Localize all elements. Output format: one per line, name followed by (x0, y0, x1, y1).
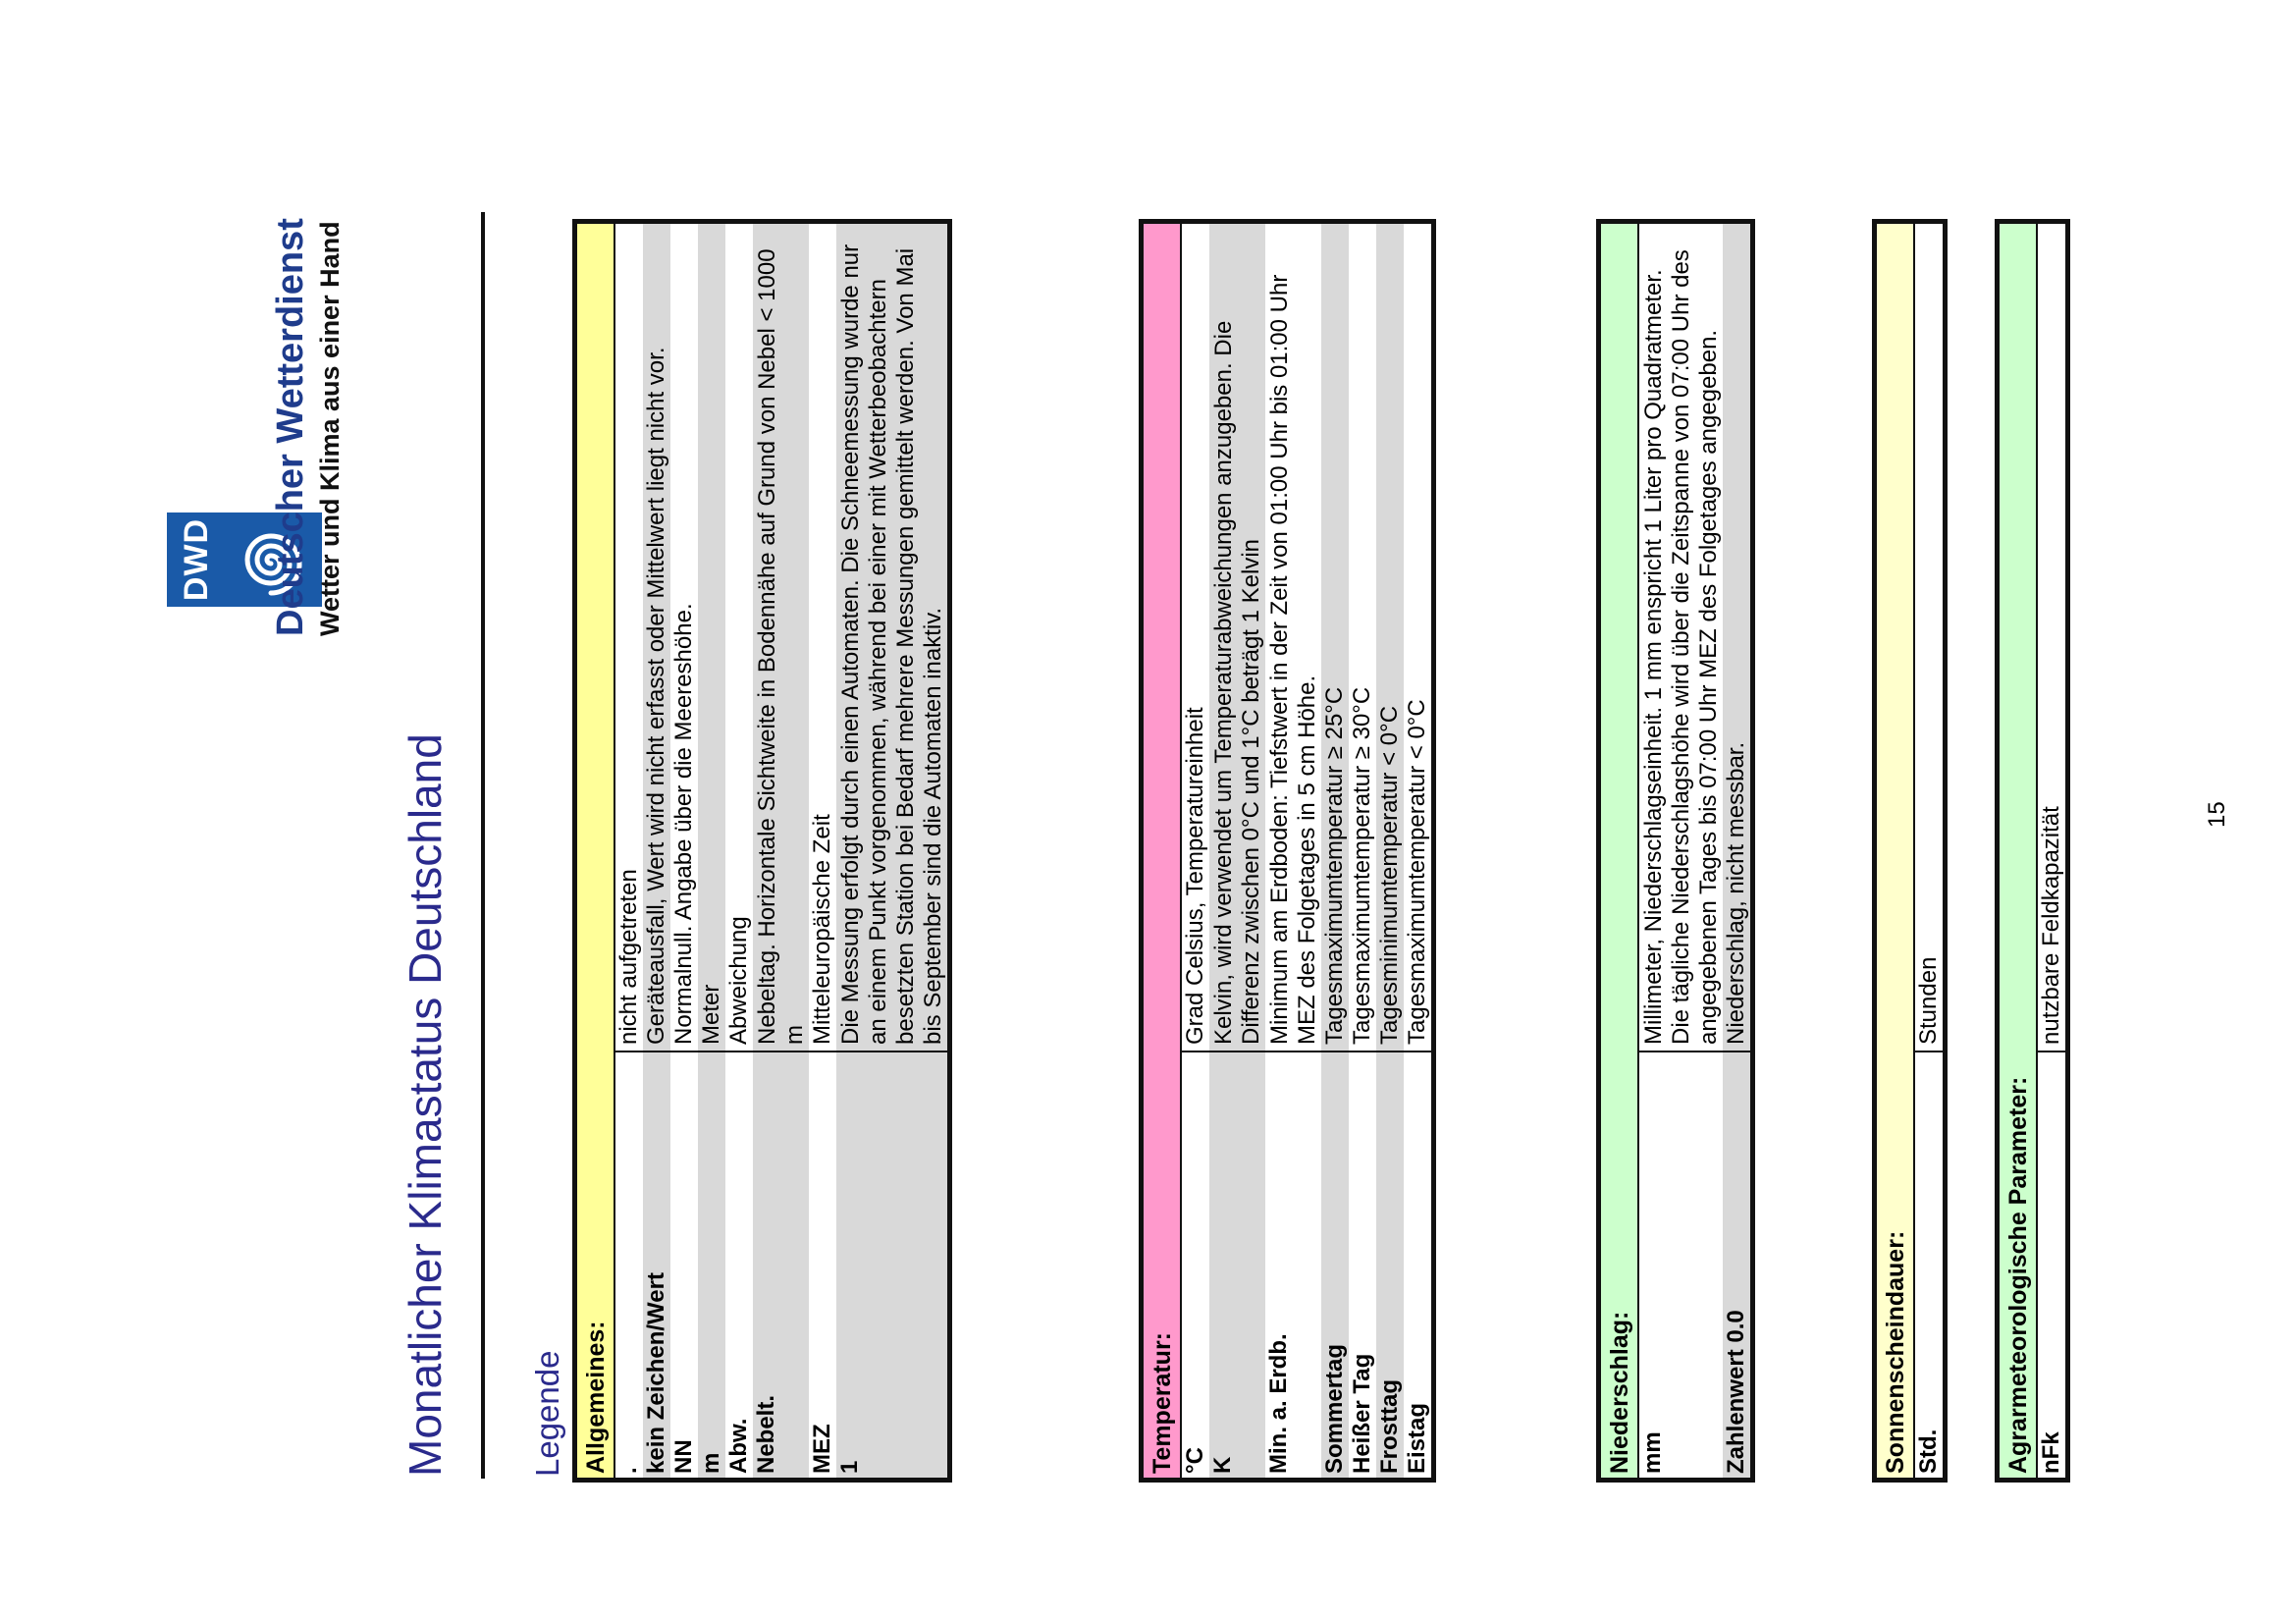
table-niederschlag: Niederschlag: mm Millimeter, Niederschlag… (1596, 219, 1755, 1483)
table-heading: Allgemeines: (577, 224, 615, 1478)
org-name: Deutscher Wetterdienst (270, 218, 311, 636)
legend-value: Abweichung (725, 916, 752, 1045)
legend-value: Nebeltag. Horizontale Sichtweite in Bode… (753, 224, 809, 1051)
legend-key: °C (1182, 1051, 1209, 1478)
legend-key: Min. a. Erdb. (1265, 1051, 1321, 1478)
legend-key: . (615, 1051, 643, 1478)
legend-value: Tagesmaximumtemperatur < 0°C (1404, 699, 1430, 1045)
legend-value: Mitteleuropäische Zeit (809, 814, 835, 1045)
legend-key: m (698, 1051, 725, 1478)
legend-key: 1 (836, 1051, 947, 1478)
legend-value: Tagesmaximumtemperatur ≥ 30°C (1349, 686, 1375, 1045)
legend-value: Grad Celsius, Temperatureinheit (1182, 707, 1208, 1045)
legend-key: Abw. (725, 1051, 753, 1478)
legend-value: nicht aufgetreten (615, 869, 642, 1045)
legend-key: NN (670, 1051, 698, 1478)
table-heading: Temperatur: (1144, 224, 1182, 1478)
table-temperatur: Temperatur: °C Grad Celsius, Temperaturei… (1139, 219, 1436, 1483)
legend-heading: Legende (529, 1350, 565, 1477)
legend-value: Niederschlag, nicht messbar. (1723, 224, 1750, 1051)
org-tagline: Wetter und Klima aus einer Hand (315, 221, 345, 636)
divider (481, 212, 485, 1479)
dwd-logo: DWD Deutscher Wetterdienst Wetter und Kl… (167, 218, 345, 636)
legend-value: Meter (698, 224, 725, 1051)
legend-key: Std. (1915, 1051, 1943, 1478)
swirl-icon (244, 533, 302, 596)
dwd-logo-abbr: DWD (178, 517, 215, 602)
table-heading: Niederschlag: (1601, 224, 1639, 1478)
legend-value: Millimeter, Niederschlagseinheit. 1 mm e… (1640, 249, 1722, 1045)
legend-key: K (1209, 1051, 1265, 1478)
legend-value: Die Messung erfolgt durch einen Automate… (836, 224, 947, 1051)
page-title: Monatlicher Klimastatus Deutschland (400, 733, 451, 1477)
legend-key: MEZ (809, 1051, 836, 1478)
legend-key: Zahlenwert 0.0 (1723, 1051, 1750, 1478)
legend-key: mm (1639, 1051, 1723, 1478)
table-heading: Sonnenscheindauer: (1877, 224, 1915, 1478)
legend-value: Stunden (1915, 956, 1942, 1045)
legend-value: Minimum am Erdboden: Tiefstwert in der Z… (1266, 274, 1320, 1045)
table-agrarmeteorologie: Agrarmeteorologische Parameter: nFk nutzb… (1995, 219, 2070, 1483)
legend-value: Tagesminimumtemperatur < 0°C (1376, 224, 1404, 1051)
table-sonnenscheindauer: Sonnenscheindauer: Std. Stunden (1872, 219, 1948, 1483)
legend-value: Tagesmaximumtemperatur ≥ 25°C (1321, 224, 1349, 1051)
legend-value: Kelvin, wird verwendet um Temperaturabwe… (1209, 224, 1265, 1051)
legend-key: Frosttag (1376, 1051, 1404, 1478)
legend-key: Nebelt. (753, 1051, 809, 1478)
legend-value: nutzbare Feldkapazität (2038, 806, 2064, 1045)
legend-value: Geräteausfall, Wert wird nicht erfasst o… (643, 224, 670, 1051)
legend-value: Normalnull. Angabe über die Meereshöhe. (670, 603, 697, 1045)
legend-key: nFk (2038, 1051, 2065, 1478)
page-number: 15 (2204, 801, 2230, 828)
legend-key: Heißer Tag (1349, 1051, 1376, 1478)
legend-key: kein Zeichen/Wert (643, 1051, 670, 1478)
table-allgemeines: Allgemeines: . nicht aufgetreten kein Zei… (572, 219, 952, 1483)
legend-key: Eistag (1404, 1051, 1431, 1478)
legend-key: Sommertag (1321, 1051, 1349, 1478)
table-heading: Agrarmeteorologische Parameter: (2000, 224, 2038, 1478)
dwd-logo-mark: DWD (167, 512, 322, 607)
